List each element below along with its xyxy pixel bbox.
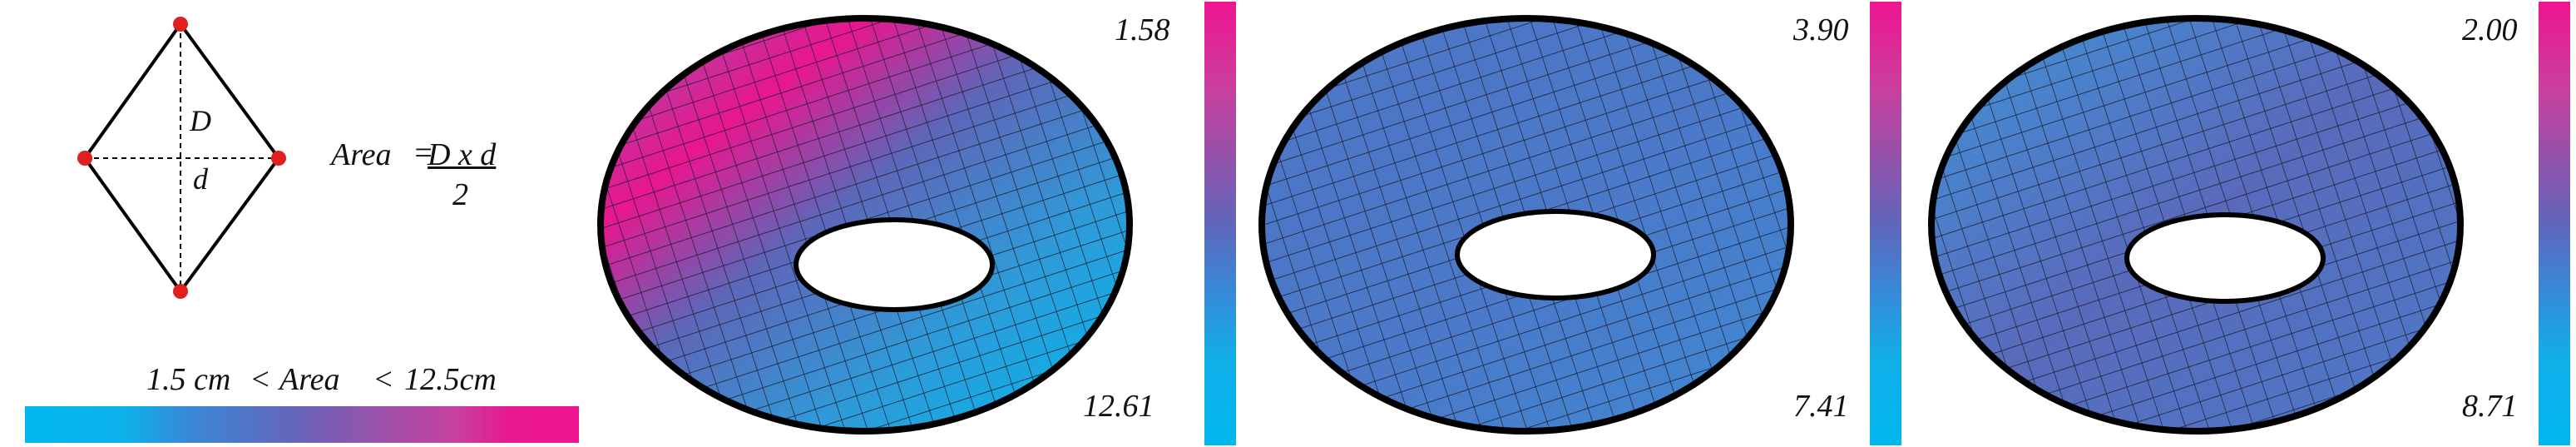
legend-less-than-2: <	[373, 362, 394, 397]
vertex-dot-bottom	[173, 284, 188, 299]
legend-min-value: 1.5 cm	[146, 362, 231, 397]
panel-1-top-value: 1.58	[1115, 12, 1170, 47]
formula-equals: =	[413, 136, 434, 171]
colorbar-panel-2	[1870, 2, 1901, 445]
torus-panel-2	[1258, 15, 1794, 435]
panel-2-bottom-value: 7.41	[1793, 389, 1849, 424]
panel-1-bottom-value: 12.61	[1083, 389, 1155, 424]
colorbar-panel-1	[1204, 2, 1236, 445]
diagonal-d-label: d	[193, 162, 208, 196]
legend-less-than-1: <	[250, 362, 271, 397]
panel-2-top-value: 3.90	[1793, 12, 1849, 47]
legend-area-label: Area	[279, 362, 340, 397]
formula-denominator: 2	[452, 177, 468, 212]
panel-3-top-value: 2.00	[2462, 12, 2518, 47]
legend-color-bar	[25, 406, 579, 443]
panel-3-bottom-value: 8.71	[2462, 389, 2518, 424]
legend-max-value: 12.5cm	[404, 362, 497, 397]
vertex-dot-left	[77, 151, 92, 166]
vertex-dot-right	[271, 151, 286, 166]
colorbar-panel-3	[2539, 2, 2570, 445]
torus-panel-3	[1928, 15, 2464, 435]
vertex-dot-top	[173, 17, 188, 32]
formula-area-label: Area	[331, 137, 392, 172]
diagonal-D-label: D	[190, 104, 211, 137]
torus-panel-1	[597, 15, 1133, 435]
rhombus-diagram	[77, 17, 286, 299]
formula-numerator: D x d	[428, 137, 497, 172]
